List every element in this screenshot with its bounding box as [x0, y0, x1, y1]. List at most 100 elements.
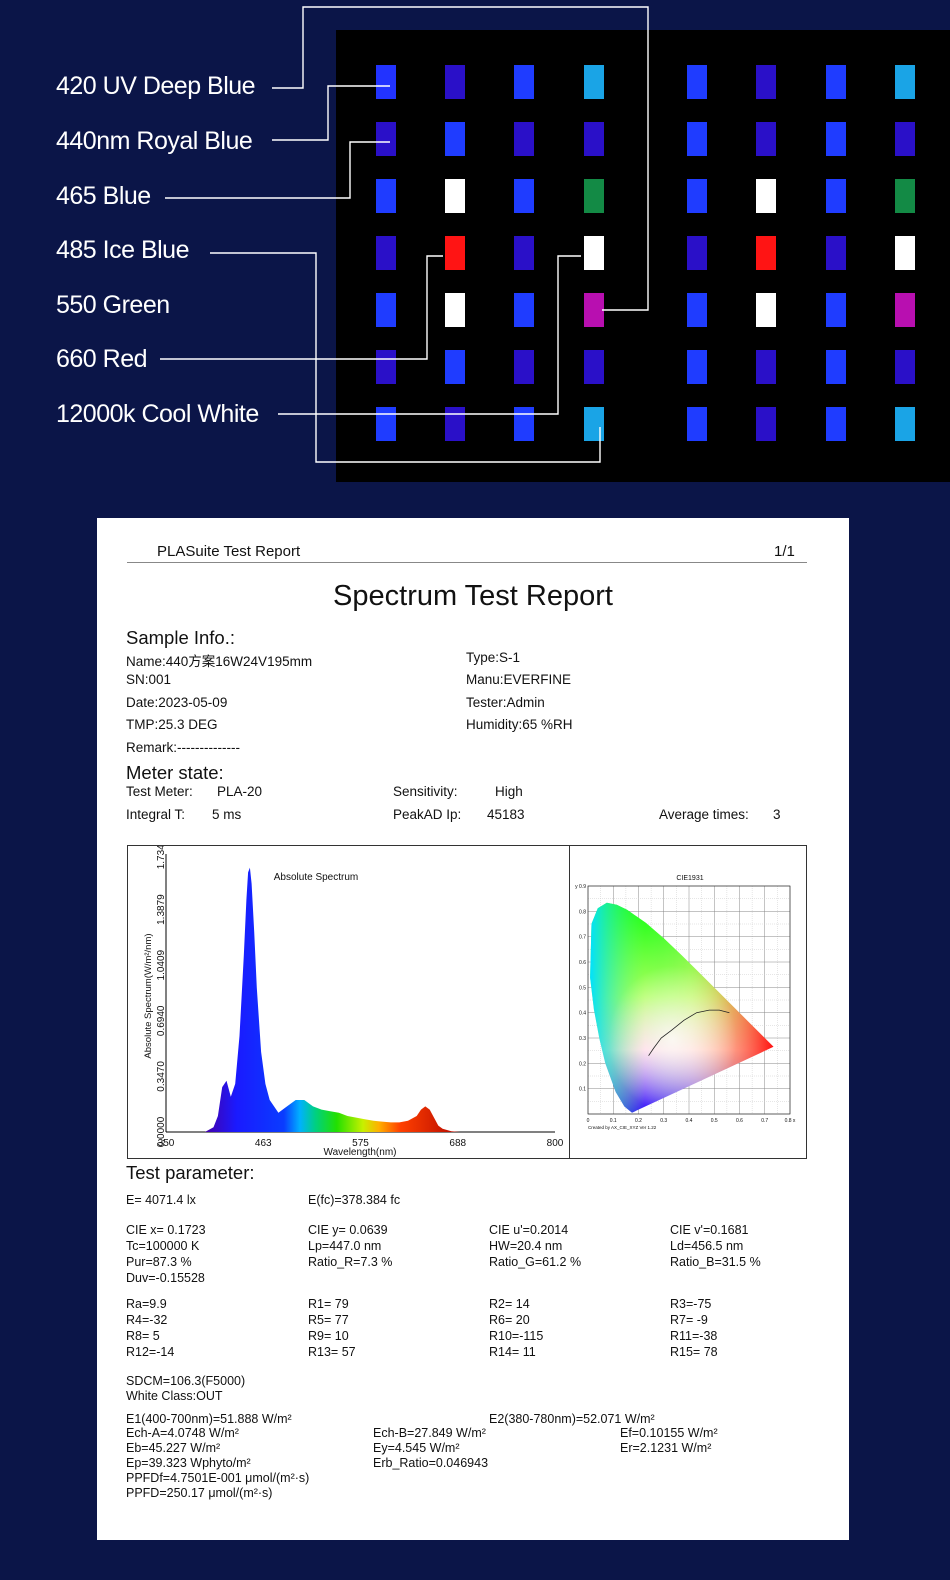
led-chip — [445, 236, 465, 270]
param-erb: Erb_Ratio=0.046943 — [373, 1456, 489, 1470]
param-r9: R9= 10 — [308, 1329, 349, 1343]
param-r10: R10=-115 — [489, 1329, 544, 1343]
led-chip — [687, 293, 707, 327]
cie1931-chart: CIE1931 0 0.1 0.2 0.3 0.4 0.5 0.6 0.7 0.8 x 0.1 0.2… — [575, 875, 796, 1130]
param-ld: Ld=456.5 nm — [670, 1239, 744, 1253]
sample-humidity: Humidity:65 %RH — [466, 717, 573, 732]
cie-y-tick-label: 0.2 — [579, 1061, 586, 1067]
header-rule — [127, 562, 807, 563]
cie-y-tick-label: 0.5 — [579, 985, 586, 991]
led-chip — [584, 65, 604, 99]
led-chip — [514, 179, 534, 213]
param-r12: R12=-14 — [126, 1345, 175, 1359]
sensitivity-label: Sensitivity: — [393, 784, 458, 799]
led-chip — [376, 407, 396, 441]
test-meter-value: PLA-20 — [217, 784, 263, 799]
led-chip — [514, 236, 534, 270]
spectrum-y-tick-label: 1.3879 — [156, 894, 167, 925]
led-chip — [445, 407, 465, 441]
led-chip — [687, 350, 707, 384]
param-ey: Ey=4.545 W/m² — [373, 1441, 460, 1455]
param-white-class: White Class:OUT — [126, 1389, 223, 1403]
cie-y-tick-label: 0.8 — [579, 909, 586, 915]
led-chip — [826, 179, 846, 213]
param-r14: R14= 11 — [489, 1345, 536, 1359]
cie-x-tick-label: 0 — [587, 1118, 590, 1124]
led-chip — [376, 179, 396, 213]
led-chip — [584, 407, 604, 441]
led-label-465: 465 Blue — [56, 182, 151, 210]
param-ech-a: Ech-A=4.0748 W/m² — [126, 1426, 239, 1440]
param-e: E= 4071.4 lx — [126, 1193, 196, 1207]
param-r1: R1= 79 — [308, 1297, 349, 1311]
cie-y-tick-label: y 0.9 — [575, 884, 586, 890]
param-ra: Ra=9.9 — [126, 1297, 167, 1311]
plot-divider — [569, 846, 570, 1158]
cie-x-tick-label: 0.4 — [686, 1118, 693, 1124]
sample-tester: Tester:Admin — [466, 695, 545, 710]
spectrum-y-tick-label: 1.7349 — [156, 846, 167, 869]
integral-label: Integral T: — [126, 807, 186, 822]
led-chip — [756, 179, 776, 213]
led-chip — [895, 236, 915, 270]
cie-x-tick-label: 0.8 x — [785, 1118, 796, 1124]
led-chip — [895, 407, 915, 441]
sample-sn: SN:001 — [126, 672, 172, 687]
led-chip — [895, 65, 915, 99]
led-chip — [826, 293, 846, 327]
param-r3: R3=-75 — [670, 1297, 712, 1311]
led-chip — [895, 122, 915, 156]
led-label-440: 440nm Royal Blue — [56, 127, 253, 155]
param-r7: R7= -9 — [670, 1313, 708, 1327]
led-chip — [756, 350, 776, 384]
led-chip — [756, 65, 776, 99]
test-report-page: PLASuite Test Report 1/1 Spectrum Test R… — [97, 518, 849, 1540]
led-chip — [756, 122, 776, 156]
led-chip — [584, 293, 604, 327]
led-chip — [756, 236, 776, 270]
led-chip — [895, 350, 915, 384]
led-chip — [514, 407, 534, 441]
led-chip — [445, 293, 465, 327]
led-label-550: 550 Green — [56, 291, 170, 319]
cie-y-tick-label: 0.3 — [579, 1036, 586, 1042]
led-chip — [687, 65, 707, 99]
param-r5: R5= 77 — [308, 1313, 349, 1327]
report-header-title: PLASuite Test Report — [157, 543, 301, 560]
led-chip — [376, 293, 396, 327]
led-chip — [826, 407, 846, 441]
param-r13: R13= 57 — [308, 1345, 356, 1359]
led-chip — [584, 122, 604, 156]
param-ratio-g: Ratio_G=61.2 % — [489, 1255, 582, 1269]
spectrum-title: Absolute Spectrum — [274, 872, 359, 883]
spectrum-x-tick-label: 575 — [352, 1138, 369, 1149]
param-sdcm: SDCM=106.3(F5000) — [126, 1374, 246, 1388]
led-chip — [826, 122, 846, 156]
spectrum-y-tick-label: 0.6940 — [156, 1005, 167, 1036]
test-parameter-heading: Test parameter: — [126, 1162, 255, 1183]
peakad-label: PeakAD Ip: — [393, 807, 462, 822]
cie-y-tick-label: 0.4 — [579, 1011, 586, 1017]
meter-state-heading: Meter state: — [126, 762, 224, 783]
param-ech-b: Ech-B=27.849 W/m² — [373, 1426, 486, 1440]
cie-y-tick-label: 0.7 — [579, 935, 586, 941]
cie-x-tick-label: 0.5 — [711, 1118, 718, 1124]
led-chip — [376, 65, 396, 99]
spectrum-y-tick-label: 1.0409 — [156, 949, 167, 980]
param-r11: R11=-38 — [670, 1329, 718, 1343]
spectrum-y-tick-label: 0.3470 — [156, 1061, 167, 1092]
param-ef: Ef=0.10155 W/m² — [620, 1426, 718, 1440]
param-ratio-b: Ratio_B=31.5 % — [670, 1255, 761, 1269]
led-chip — [445, 350, 465, 384]
param-duv: Duv=-0.15528 — [126, 1271, 205, 1285]
led-chip — [584, 179, 604, 213]
led-chip — [756, 293, 776, 327]
cie-plot-frame — [587, 885, 791, 1115]
led-chip — [584, 350, 604, 384]
led-chip — [514, 350, 534, 384]
param-e1: E1(400-700nm)=51.888 W/m² — [126, 1412, 292, 1426]
led-chip — [687, 236, 707, 270]
spectrum-y-axis-label: Absolute Spectrum(W/m²/nm) — [143, 933, 154, 1058]
param-r2: R2= 14 — [489, 1297, 530, 1311]
led-chip — [687, 407, 707, 441]
